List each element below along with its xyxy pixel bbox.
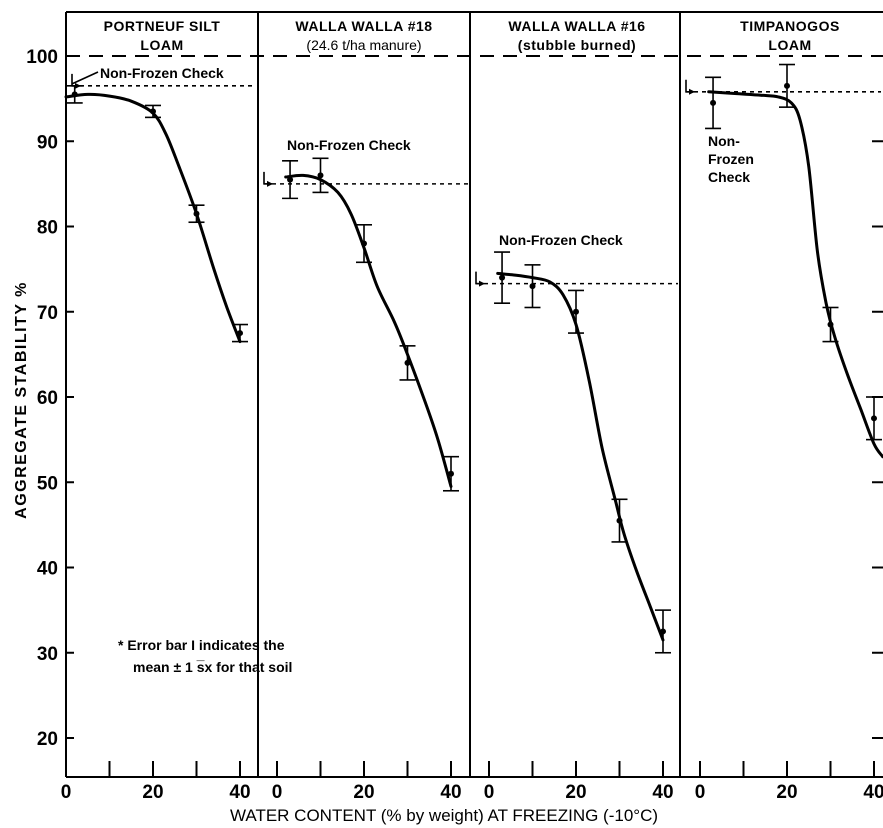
data-point — [448, 470, 454, 477]
panel-title-line1: TIMPANOGOS — [740, 18, 840, 34]
panel-title-line2: LOAM — [140, 37, 183, 53]
y-tick-label: 60 — [37, 388, 58, 409]
panel-timpanogos: TIMPANOGOS LOAM Non- Frozen Check — [708, 18, 840, 185]
check-arrow — [479, 280, 485, 287]
footnote-line-1: * Error bar I indicates the — [118, 637, 285, 653]
panel-portneuf: PORTNEUF SILT LOAM Non-Frozen Check — [100, 18, 224, 81]
y-tick-label: 30 — [37, 644, 58, 665]
x-tick-label: 40 — [863, 782, 883, 803]
check-label: Non-Frozen Check — [499, 232, 623, 248]
data-point — [361, 240, 367, 247]
data-point — [499, 274, 506, 281]
y-tick-label: 50 — [37, 473, 58, 494]
data-point — [710, 99, 717, 106]
x-tick-label: 20 — [565, 782, 586, 803]
panel-series-2 — [263, 157, 468, 492]
x-tick-label: 40 — [440, 782, 461, 803]
y-tick-label: 70 — [37, 303, 58, 324]
x-tick-label: 0 — [272, 782, 283, 803]
check-arrow — [267, 180, 273, 187]
series-curve — [64, 92, 242, 344]
x-tick-label: 20 — [353, 782, 374, 803]
y-tick-label: 20 — [37, 729, 58, 750]
panel-title-line1: WALLA WALLA #18 — [295, 18, 432, 34]
series-curve — [284, 173, 453, 488]
check-arrow — [689, 88, 695, 95]
data-point — [827, 321, 834, 328]
data-point — [784, 82, 790, 89]
x-axis-title: WATER CONTENT (% by weight) AT FREEZING … — [230, 806, 658, 825]
data-point — [871, 415, 877, 422]
check-label: Non-Frozen Check — [287, 137, 411, 153]
y-axis-title: AGGREGATE STABILITY % — [13, 281, 30, 519]
y-tick-label: 90 — [37, 132, 58, 153]
panel-series-4 — [685, 63, 883, 459]
x-tick-label: 0 — [61, 782, 72, 803]
x-tick-label: 20 — [142, 782, 163, 803]
data-point — [287, 176, 294, 183]
check-label-leader — [71, 71, 99, 85]
y-tick-label: 80 — [37, 218, 58, 239]
series-curve — [707, 90, 883, 459]
data-point — [660, 628, 666, 635]
check-label: Non-Frozen Check — [100, 65, 224, 81]
panel-title-line1: PORTNEUF SILT — [104, 18, 221, 34]
panel-series-1 — [64, 73, 256, 344]
panel-walla-walla-16: WALLA WALLA #16 (stubble burned) Non-Fro… — [499, 18, 645, 248]
x-tick-label: 40 — [229, 782, 250, 803]
panel-title-line2: (stubble burned) — [518, 37, 636, 53]
data-point — [193, 210, 200, 217]
x-tick-label: 0 — [695, 782, 706, 803]
check-label-line3: Check — [708, 169, 750, 185]
panel-title-line2: LOAM — [768, 37, 811, 53]
x-tick-label: 40 — [652, 782, 673, 803]
y-tick-label: 100 — [26, 47, 58, 68]
plot-layer: 20 30 40 50 60 70 80 90 100 0 20 40 0 20 40 0 20 40 0 20 40 — [26, 11, 883, 803]
footnote-line-2: mean ± 1 s̅x for that soil — [133, 659, 292, 675]
data-point — [573, 308, 579, 315]
check-label-line2: Frozen — [708, 151, 754, 167]
check-label-line1: Non- — [708, 133, 740, 149]
data-point — [317, 172, 324, 179]
y-tick-label: 40 — [37, 559, 58, 580]
x-tick-label: 0 — [484, 782, 495, 803]
data-point — [529, 283, 536, 290]
data-point — [150, 108, 156, 115]
panel-title-line2: (24.6 t/ha manure) — [306, 37, 421, 53]
data-point — [404, 359, 411, 366]
panel-walla-walla-18: WALLA WALLA #18 (24.6 t/ha manure) Non-F… — [287, 18, 432, 153]
panel-series-3 — [475, 251, 678, 654]
data-point — [616, 517, 623, 524]
panel-title-line1: WALLA WALLA #16 — [508, 18, 645, 34]
data-point — [71, 91, 78, 98]
data-point — [237, 330, 243, 337]
x-tick-label: 20 — [776, 782, 797, 803]
series-curve — [496, 271, 665, 642]
